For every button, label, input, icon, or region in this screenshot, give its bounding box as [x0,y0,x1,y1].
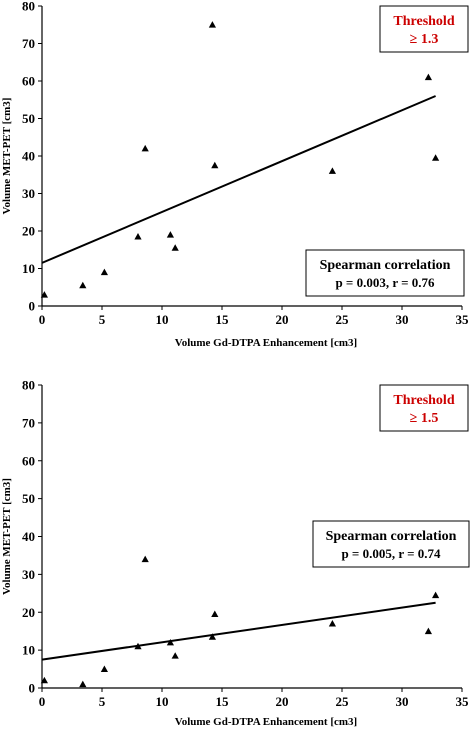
threshold-value: ≥ 1.5 [410,411,439,426]
data-point [432,154,440,161]
x-tick-label: 35 [456,312,470,327]
data-point [79,680,87,688]
x-tick-label: 10 [156,694,169,709]
threshold-title: Threshold [393,14,454,29]
y-axis-title: Volume MET-PET [cm3] [1,478,13,595]
x-tick-label: 20 [276,694,289,709]
stats-values: p = 0.005, r = 0.74 [341,546,441,561]
y-tick-label: 30 [22,186,35,201]
x-tick-label: 5 [99,694,106,709]
threshold-title: Threshold [393,393,454,408]
x-tick-label: 30 [396,312,409,327]
data-point [166,638,174,646]
data-point [134,642,142,650]
stats-title: Spearman correlation [326,529,457,544]
x-tick-label: 25 [336,312,350,327]
stats-box [305,249,465,297]
data-point [208,633,216,640]
threshold-value: ≥ 1.3 [410,32,439,47]
x-axis-title: Volume Gd-DTPA Enhancement [cm3] [175,716,357,728]
data-point [171,244,179,251]
data-point [40,291,48,298]
threshold-box [379,5,469,53]
stats-box [312,520,470,568]
data-point [100,268,108,276]
x-tick-label: 25 [336,694,350,709]
x-tick-label: 0 [39,694,46,709]
x-tick-label: 35 [456,694,470,709]
data-point [79,281,87,289]
data-point [328,167,336,174]
y-tick-label: 10 [22,261,35,276]
data-point [141,555,149,563]
data-point [211,161,219,169]
y-tick-label: 50 [22,111,35,126]
threshold-box [379,384,469,432]
stats-values: p = 0.003, r = 0.76 [335,275,435,290]
y-axis-title: Volume MET-PET [cm3] [1,98,13,215]
data-point [134,233,142,240]
data-point [40,676,48,684]
y-tick-label: 30 [22,567,35,582]
data-point [432,591,440,599]
y-tick-label: 60 [22,453,35,468]
x-tick-label: 0 [39,312,46,327]
y-tick-label: 20 [22,224,35,239]
y-tick-label: 80 [22,378,35,393]
x-tick-label: 15 [216,312,230,327]
x-tick-label: 20 [276,312,289,327]
data-point [141,144,149,152]
y-tick-label: 10 [22,643,35,658]
data-point [424,627,432,635]
trend-line [41,95,436,264]
x-tick-label: 5 [99,312,106,327]
y-tick-label: 70 [22,36,35,51]
y-tick-label: 0 [29,681,36,696]
y-tick-label: 0 [29,299,36,314]
data-point [328,620,336,627]
y-tick-label: 50 [22,491,35,506]
data-point [171,652,179,659]
x-tick-label: 30 [396,694,409,709]
y-tick-label: 80 [22,0,35,14]
data-point [211,610,219,618]
y-tick-label: 20 [22,605,35,620]
y-tick-label: 60 [22,74,35,89]
chart-panel-1: 0 10 20 30 40 50 60 70 80 0 5 10 15 20 25 30 35 Volume Gd… [1,0,469,349]
x-tick-label: 15 [216,694,230,709]
y-tick-label: 40 [22,529,35,544]
data-point [424,73,432,81]
trend-line [41,601,436,661]
data-point [166,231,174,238]
chart-panel-2: 0 10 20 30 40 50 60 70 80 0 5 10 15 20 25 30 35 Volume Gd… [1,378,470,728]
y-tick-label: 40 [22,149,35,164]
x-tick-label: 10 [156,312,169,327]
data-point [208,21,216,28]
x-axis-title: Volume Gd-DTPA Enhancement [cm3] [175,337,357,349]
y-tick-label: 70 [22,415,35,430]
data-point [100,665,108,672]
stats-title: Spearman correlation [320,258,451,273]
